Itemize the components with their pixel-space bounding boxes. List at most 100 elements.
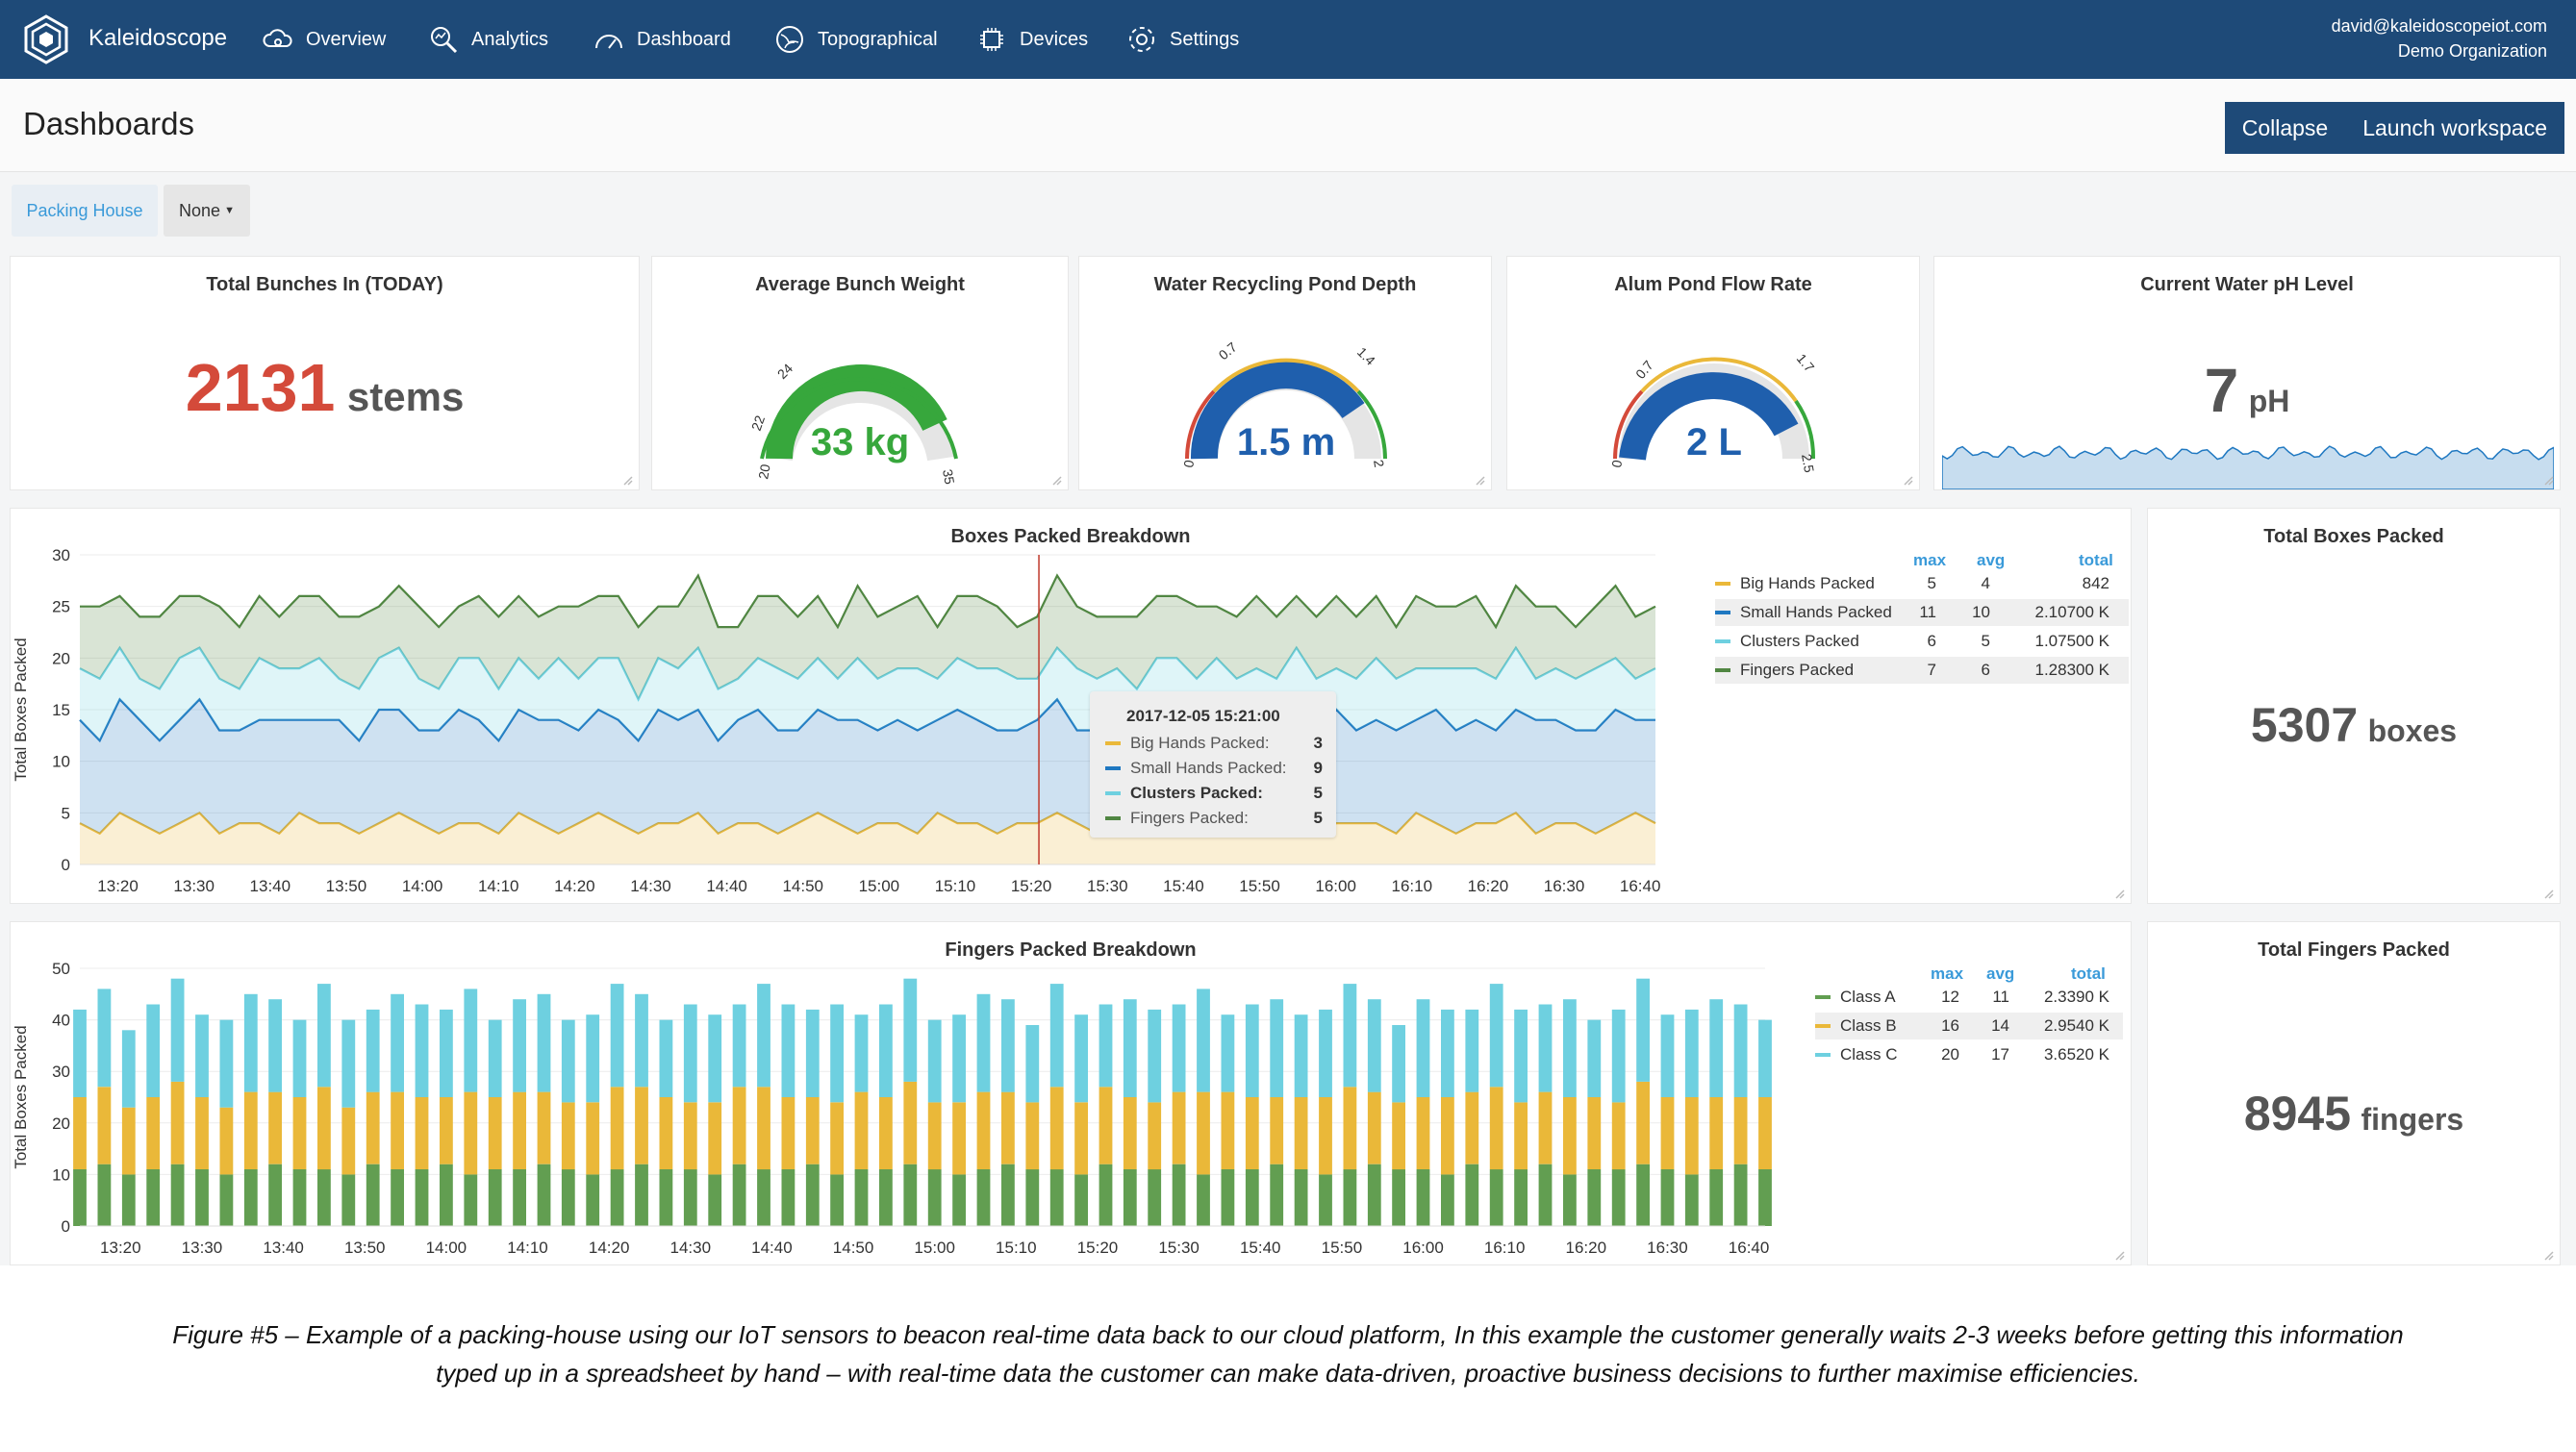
- bar-segment: [1099, 1164, 1113, 1226]
- kaleidoscope-logo-icon[interactable]: [21, 14, 71, 64]
- cloud-gear-icon: [263, 29, 292, 47]
- bar-segment: [1441, 1097, 1454, 1175]
- bar-segment: [464, 1091, 478, 1175]
- nav-overview[interactable]: Overview: [262, 23, 386, 56]
- bar-segment: [1563, 999, 1577, 1097]
- resize-handle-icon[interactable]: [2544, 476, 2554, 486]
- y-tick-label: 0: [62, 1217, 70, 1236]
- y-tick-label: 0: [62, 856, 70, 874]
- bar-segment: [1367, 1091, 1381, 1164]
- bar-segment: [537, 993, 551, 1092]
- panel-title: Alum Pond Flow Rate: [1614, 274, 1812, 295]
- legend-header-avg: avg: [1986, 964, 2015, 983]
- site-filter-packing-house[interactable]: Packing House: [12, 185, 158, 237]
- bar-segment: [1294, 1097, 1308, 1169]
- bar-segment: [1025, 1025, 1040, 1103]
- x-tick-label: 16:00: [1315, 877, 1356, 895]
- legend-max: 5: [1927, 574, 1936, 592]
- bar-segment: [537, 1164, 551, 1226]
- bar-segment: [683, 1004, 697, 1103]
- series-line: [79, 645, 1656, 702]
- bar-segment: [732, 1004, 746, 1088]
- bar-segment: [1148, 1009, 1162, 1103]
- resize-handle-icon[interactable]: [1904, 476, 1913, 486]
- tooltip-series-value: 5: [1313, 809, 1323, 827]
- bar-segment: [1049, 1169, 1064, 1226]
- x-tick-label: 14:30: [630, 877, 671, 895]
- bar-segment: [1148, 1102, 1162, 1170]
- series-line: [80, 573, 1656, 630]
- x-tick-label: 16:20: [1566, 1239, 1607, 1257]
- bar-segment: [781, 1169, 796, 1226]
- legend-item-big-hands[interactable]: Big Hands Packed 5 4 842: [1715, 570, 2129, 597]
- account-email: david@kaleidoscopeiot.com: [2331, 16, 2547, 36]
- bar-segment: [121, 1174, 136, 1226]
- fingers-chart[interactable]: 0 10 20 30 40 50 13:20 13:30 13:40 13:50 14:00 14:1…: [11, 922, 1800, 1266]
- legend-header-max: max: [1931, 964, 1964, 983]
- legend-total: 1.07500 K: [2034, 632, 2109, 650]
- bar-segment: [1270, 1097, 1284, 1164]
- legend-item-class-c[interactable]: Class C 20 17 3.6520 K: [1815, 1041, 2123, 1068]
- account-menu[interactable]: david@kaleidoscopeiot.com Demo Organizat…: [2332, 13, 2547, 63]
- ph-sparkline: [1942, 445, 2554, 489]
- brand-name[interactable]: Kaleidoscope: [88, 25, 228, 51]
- legend-item-clusters[interactable]: Clusters Packed 6 5 1.07500 K: [1715, 628, 2129, 655]
- bar-segment: [1392, 1025, 1405, 1103]
- resize-handle-icon[interactable]: [1052, 476, 1062, 486]
- resize-handle-icon[interactable]: [623, 476, 633, 486]
- nav-topographical[interactable]: Topographical: [773, 23, 938, 56]
- bar-segment: [952, 1174, 966, 1226]
- bar-segment: [952, 1014, 966, 1103]
- x-tick-label: 15:10: [996, 1239, 1037, 1257]
- resize-handle-icon[interactable]: [2544, 889, 2554, 899]
- gauge-threshold-1-label: 0.7: [1632, 358, 1656, 382]
- none-dropdown[interactable]: None ▼: [164, 185, 250, 237]
- legend-item-small-hands[interactable]: Small Hands Packed 11 10 2.10700 K: [1715, 599, 2129, 626]
- resize-handle-icon[interactable]: [2115, 1251, 2125, 1261]
- gauge-min-label: 0: [1608, 459, 1625, 469]
- nav-devices[interactable]: Devices: [975, 23, 1088, 56]
- bar-segment: [146, 1097, 161, 1169]
- tooltip-row: Big Hands Packed: 3: [1105, 730, 1323, 757]
- legend-label: Class B: [1840, 1016, 1897, 1035]
- bar-segment: [1392, 1102, 1405, 1170]
- tooltip-row: Fingers Packed: 5: [1105, 805, 1323, 832]
- x-tick-label: 16:10: [1392, 877, 1433, 895]
- bar-segment: [464, 989, 478, 1092]
- legend-item-class-b[interactable]: Class B 16 14 2.9540 K: [1815, 1013, 2123, 1039]
- bar-segment: [1123, 1097, 1137, 1169]
- ph-stat: 7 pH: [1934, 355, 2560, 426]
- legend-max: 6: [1927, 632, 1936, 650]
- resize-handle-icon[interactable]: [2544, 1251, 2554, 1261]
- tooltip-series-value: 9: [1313, 759, 1323, 777]
- bar-segment: [1709, 999, 1724, 1097]
- bar-segment: [97, 1087, 112, 1164]
- tooltip-series-value: 3: [1313, 734, 1323, 752]
- bar-segment: [268, 1164, 282, 1226]
- legend-item-class-a[interactable]: Class A 12 11 2.3390 K: [1815, 984, 2123, 1011]
- nav-analytics-label: Analytics: [471, 28, 549, 50]
- bar-segment: [708, 1102, 722, 1175]
- bar-segment: [927, 1102, 942, 1170]
- resize-handle-icon[interactable]: [2115, 889, 2125, 899]
- boxes-chart[interactable]: 0 5 10 15 20 25 30 13:20 13:30 13:40 13:50 14:00 14:…: [11, 509, 1704, 905]
- bar-segment: [219, 1174, 234, 1226]
- panel-total-fingers: Total Fingers Packed 8945 fingers: [2147, 921, 2561, 1265]
- collapse-button[interactable]: Collapse: [2241, 114, 2329, 140]
- x-tick-label: 14:00: [402, 877, 443, 895]
- bar-segment: [1660, 1014, 1675, 1097]
- resize-handle-icon[interactable]: [1476, 476, 1485, 486]
- bar-segment: [268, 1091, 282, 1164]
- gauge-threshold-2-label: 24: [774, 361, 796, 382]
- legend-item-fingers[interactable]: Fingers Packed 7 6 1.28300 K: [1715, 657, 2129, 684]
- bar-segment: [1294, 1014, 1308, 1097]
- panel-average-bunch-weight: Average Bunch Weight 20 22 24 35 33 kg: [651, 256, 1069, 490]
- launch-workspace-button[interactable]: Launch workspace: [2362, 114, 2547, 140]
- bar-segment: [1074, 1102, 1088, 1175]
- nav-analytics[interactable]: Analytics: [427, 23, 548, 56]
- nav-dashboard[interactable]: Dashboard: [593, 23, 731, 56]
- nav-settings[interactable]: Settings: [1125, 23, 1239, 56]
- legend-avg: 6: [1981, 661, 1990, 679]
- bar-segment: [1245, 1169, 1259, 1226]
- legend-avg: 10: [1972, 603, 1990, 621]
